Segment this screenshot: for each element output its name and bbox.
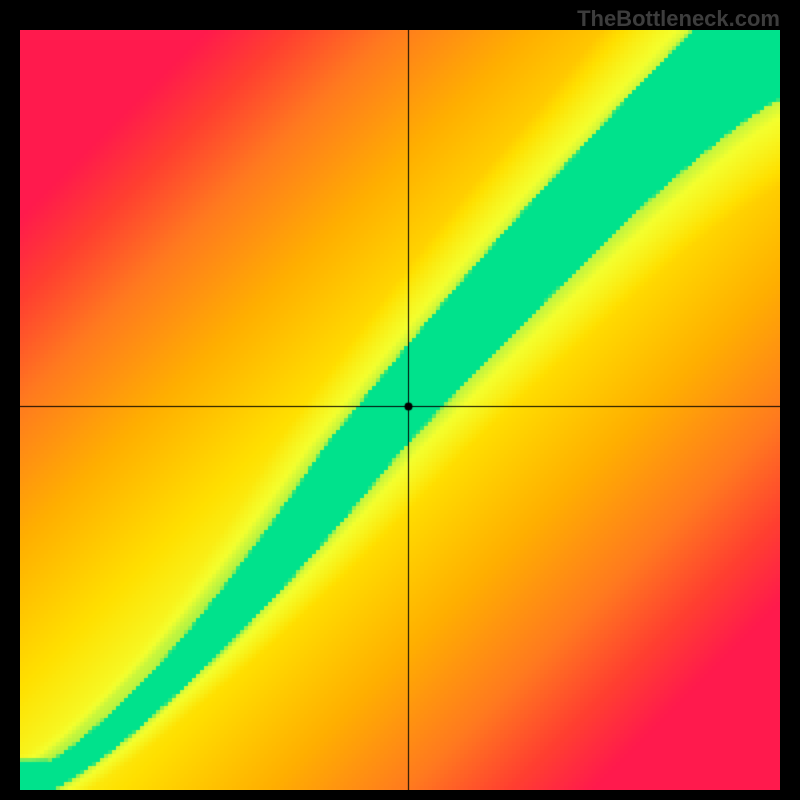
bottleneck-heatmap — [20, 30, 780, 790]
watermark-text: TheBottleneck.com — [577, 6, 780, 32]
root: TheBottleneck.com — [0, 0, 800, 800]
